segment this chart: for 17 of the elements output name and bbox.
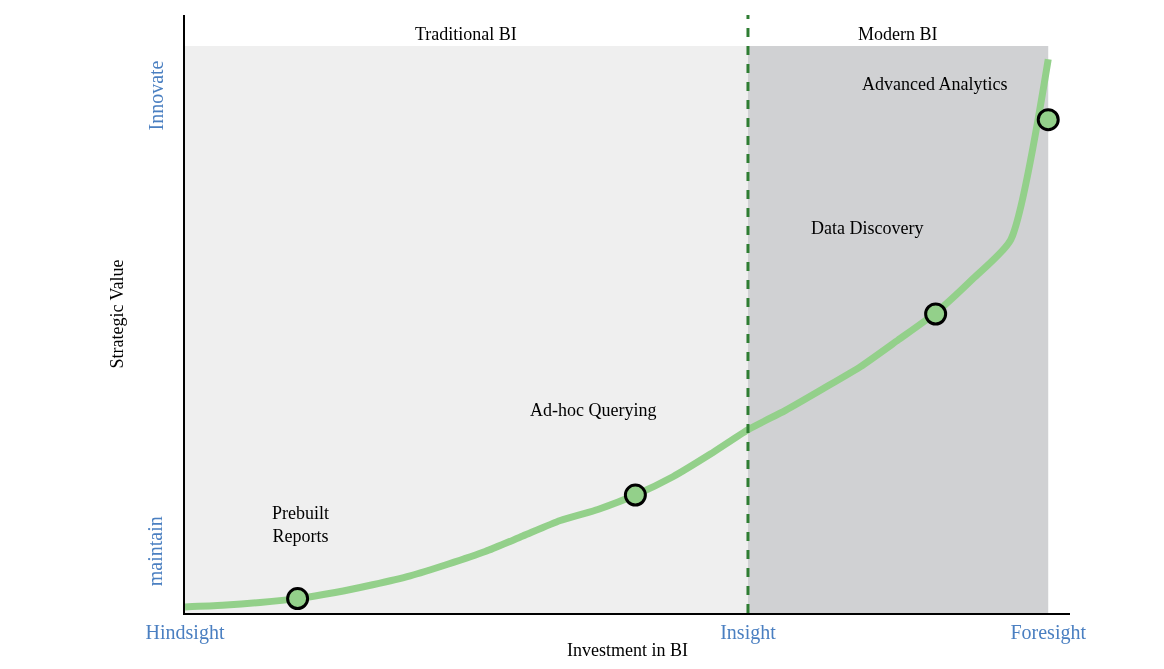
x-tick-label: Foresight	[1010, 621, 1087, 644]
x-tick-label: Insight	[720, 621, 777, 644]
annotation: Ad-hoc Querying	[530, 400, 657, 420]
point	[924, 302, 948, 326]
y-axis-title: Strategic Value	[106, 259, 127, 369]
band-label: Modern BI	[858, 24, 938, 44]
annotation: Data Discovery	[811, 218, 924, 238]
annotation: Prebuilt Reports	[272, 503, 329, 547]
point	[1036, 108, 1060, 132]
point	[623, 483, 647, 507]
x-axis-title: Investment in BI	[567, 639, 688, 660]
band-label: Traditional BI	[415, 24, 517, 44]
annotation: Advanced Analytics	[862, 74, 1008, 94]
x-tick-label: Hindsight	[145, 621, 225, 644]
point	[286, 587, 310, 611]
text: maintain	[144, 516, 167, 587]
text: Innovate	[145, 60, 168, 131]
